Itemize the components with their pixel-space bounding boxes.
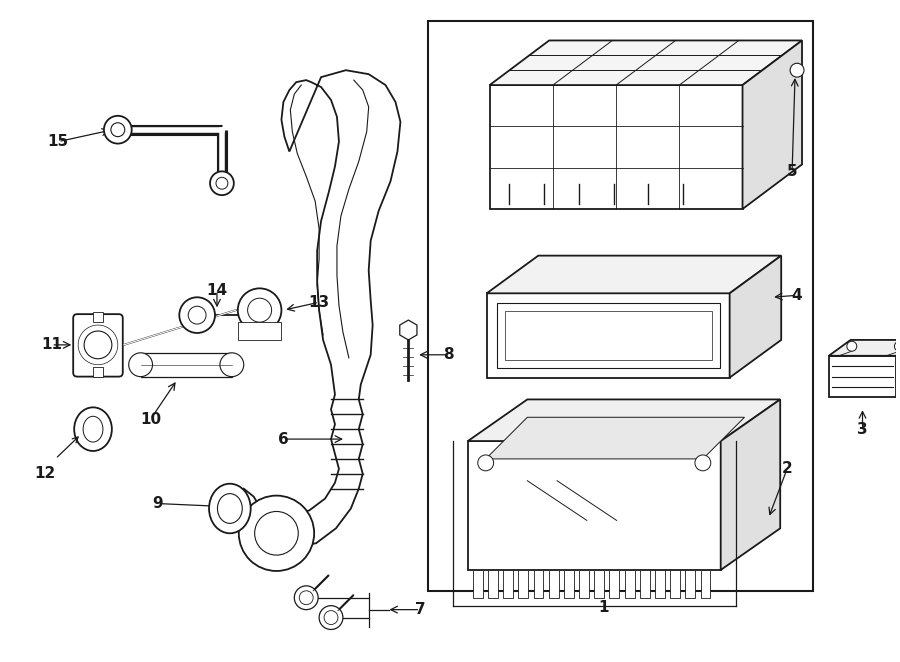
Text: 7: 7	[415, 602, 426, 617]
Circle shape	[111, 122, 125, 136]
Polygon shape	[490, 85, 742, 209]
Text: 9: 9	[152, 496, 163, 511]
Circle shape	[220, 353, 244, 377]
Polygon shape	[487, 293, 730, 377]
Bar	[700, 570, 710, 598]
Circle shape	[300, 591, 313, 604]
Text: 13: 13	[309, 295, 329, 310]
Polygon shape	[468, 399, 780, 441]
Circle shape	[248, 298, 272, 322]
Bar	[686, 570, 696, 598]
Bar	[534, 570, 544, 598]
Text: 6: 6	[278, 432, 289, 447]
Text: 15: 15	[48, 134, 69, 149]
Bar	[655, 570, 665, 598]
Ellipse shape	[209, 484, 251, 534]
Text: 10: 10	[140, 412, 161, 427]
Circle shape	[210, 171, 234, 195]
Circle shape	[84, 331, 112, 359]
Circle shape	[129, 353, 152, 377]
Polygon shape	[468, 441, 721, 570]
Circle shape	[294, 586, 318, 610]
Bar	[594, 570, 604, 598]
Text: 2: 2	[782, 461, 793, 477]
Text: 1: 1	[598, 600, 609, 615]
Bar	[549, 570, 559, 598]
Circle shape	[238, 496, 314, 571]
Ellipse shape	[218, 494, 242, 524]
Circle shape	[216, 177, 228, 189]
Bar	[625, 570, 634, 598]
Bar	[640, 570, 650, 598]
Circle shape	[179, 297, 215, 333]
Text: 11: 11	[40, 338, 62, 352]
Text: 8: 8	[443, 348, 454, 362]
Circle shape	[238, 289, 282, 332]
Polygon shape	[486, 417, 744, 459]
Circle shape	[104, 116, 131, 144]
Bar	[670, 570, 680, 598]
Bar	[472, 570, 482, 598]
Circle shape	[695, 455, 711, 471]
Bar	[609, 570, 619, 598]
Ellipse shape	[74, 407, 112, 451]
Bar	[564, 570, 574, 598]
Text: 14: 14	[206, 283, 228, 298]
Bar	[93, 367, 103, 377]
Circle shape	[478, 455, 493, 471]
Polygon shape	[721, 399, 780, 570]
Text: 12: 12	[35, 466, 56, 481]
Polygon shape	[400, 320, 417, 340]
Circle shape	[847, 342, 857, 352]
Polygon shape	[829, 340, 900, 355]
Circle shape	[895, 342, 900, 352]
Polygon shape	[490, 40, 802, 85]
Polygon shape	[234, 70, 400, 548]
Circle shape	[255, 512, 298, 555]
Circle shape	[790, 64, 804, 77]
Polygon shape	[487, 256, 781, 293]
Bar	[140, 353, 232, 377]
Text: 3: 3	[857, 422, 868, 437]
Text: 5: 5	[787, 164, 797, 179]
Bar	[488, 570, 498, 598]
Bar	[238, 322, 282, 340]
Bar	[428, 21, 813, 591]
Bar	[503, 570, 513, 598]
FancyBboxPatch shape	[73, 314, 122, 377]
Bar	[518, 570, 528, 598]
Ellipse shape	[83, 416, 103, 442]
Circle shape	[188, 307, 206, 324]
Text: 4: 4	[792, 288, 803, 303]
Polygon shape	[742, 40, 802, 209]
Polygon shape	[829, 355, 896, 397]
Polygon shape	[730, 256, 781, 377]
Circle shape	[320, 606, 343, 630]
Circle shape	[324, 610, 338, 624]
Bar	[579, 570, 589, 598]
Bar	[93, 312, 103, 322]
